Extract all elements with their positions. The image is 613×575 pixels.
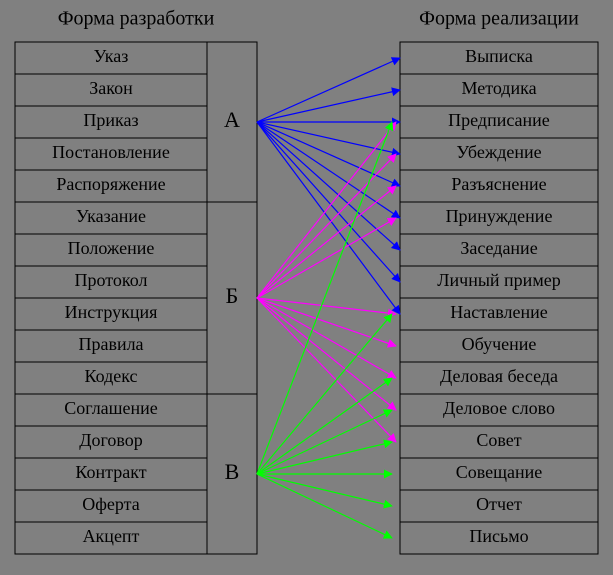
group-label: А — [224, 107, 240, 132]
right-cell-label: Предписание — [448, 110, 550, 130]
left-cell-label: Приказ — [83, 110, 138, 130]
left-cell-label: Инструкция — [65, 302, 158, 322]
left-cell-label: Указание — [76, 206, 146, 226]
left-cell-label: Контракт — [75, 462, 146, 482]
right-cell-label: Заседание — [460, 238, 537, 258]
right-cell-label: Разъяснение — [451, 174, 546, 194]
group-column: А Б В — [207, 42, 257, 554]
right-cell-label: Принуждение — [446, 206, 553, 226]
left-cell-label: Протокол — [75, 270, 148, 290]
right-cell-label: Личный пример — [437, 270, 560, 290]
header-right: Форма реализации — [419, 8, 579, 30]
left-cell-label: Распоряжение — [56, 174, 165, 194]
left-cell-label: Договор — [79, 430, 143, 450]
left-cell-label: Оферта — [82, 494, 140, 514]
left-cell-label: Указ — [94, 46, 129, 66]
left-cell-label: Закон — [89, 78, 133, 98]
right-cell-label: Наставление — [450, 302, 548, 322]
left-cell-label: Положение — [68, 238, 155, 258]
right-cell-label: Методика — [461, 78, 536, 98]
right-cell-label: Совещание — [456, 462, 543, 482]
left-cell-label: Кодекс — [84, 366, 137, 386]
left-cell-label: Правила — [78, 334, 143, 354]
right-cell-label: Обучение — [462, 334, 537, 354]
left-cell-label: Соглашение — [64, 398, 158, 418]
right-cell-label: Убеждение — [456, 142, 541, 162]
right-cell-label: Деловая беседа — [440, 366, 558, 386]
left-cell-label: Акцепт — [83, 526, 140, 546]
diagram-svg: Форма разработки Форма реализации Указ Зако… — [0, 0, 613, 575]
right-cell-label: Отчет — [476, 494, 522, 514]
right-cell-label: Выписка — [465, 46, 533, 66]
left-cell-label: Постановление — [52, 142, 170, 162]
right-cell-label: Совет — [476, 430, 521, 450]
group-label: Б — [226, 283, 239, 308]
left-column: Указ Закон Приказ Постановление Распоряжение… — [15, 42, 207, 554]
right-cell-label: Письмо — [469, 526, 528, 546]
right-cell-label: Деловое слово — [443, 398, 555, 418]
right-column: Выписка Методика Предписание Убеждение Разъя… — [400, 42, 598, 554]
group-label: В — [225, 459, 240, 484]
header-left: Форма разработки — [58, 8, 215, 30]
